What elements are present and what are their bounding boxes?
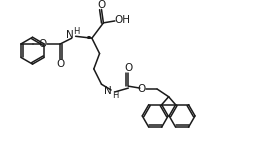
Text: O: O [56,59,64,69]
Text: N: N [104,86,112,96]
Text: H: H [112,91,118,100]
Text: N: N [66,30,74,40]
Text: O: O [124,63,133,73]
Text: O: O [138,84,146,94]
Text: H: H [73,27,80,36]
Text: O: O [39,39,47,49]
Text: OH: OH [115,15,131,25]
Text: O: O [97,0,106,10]
